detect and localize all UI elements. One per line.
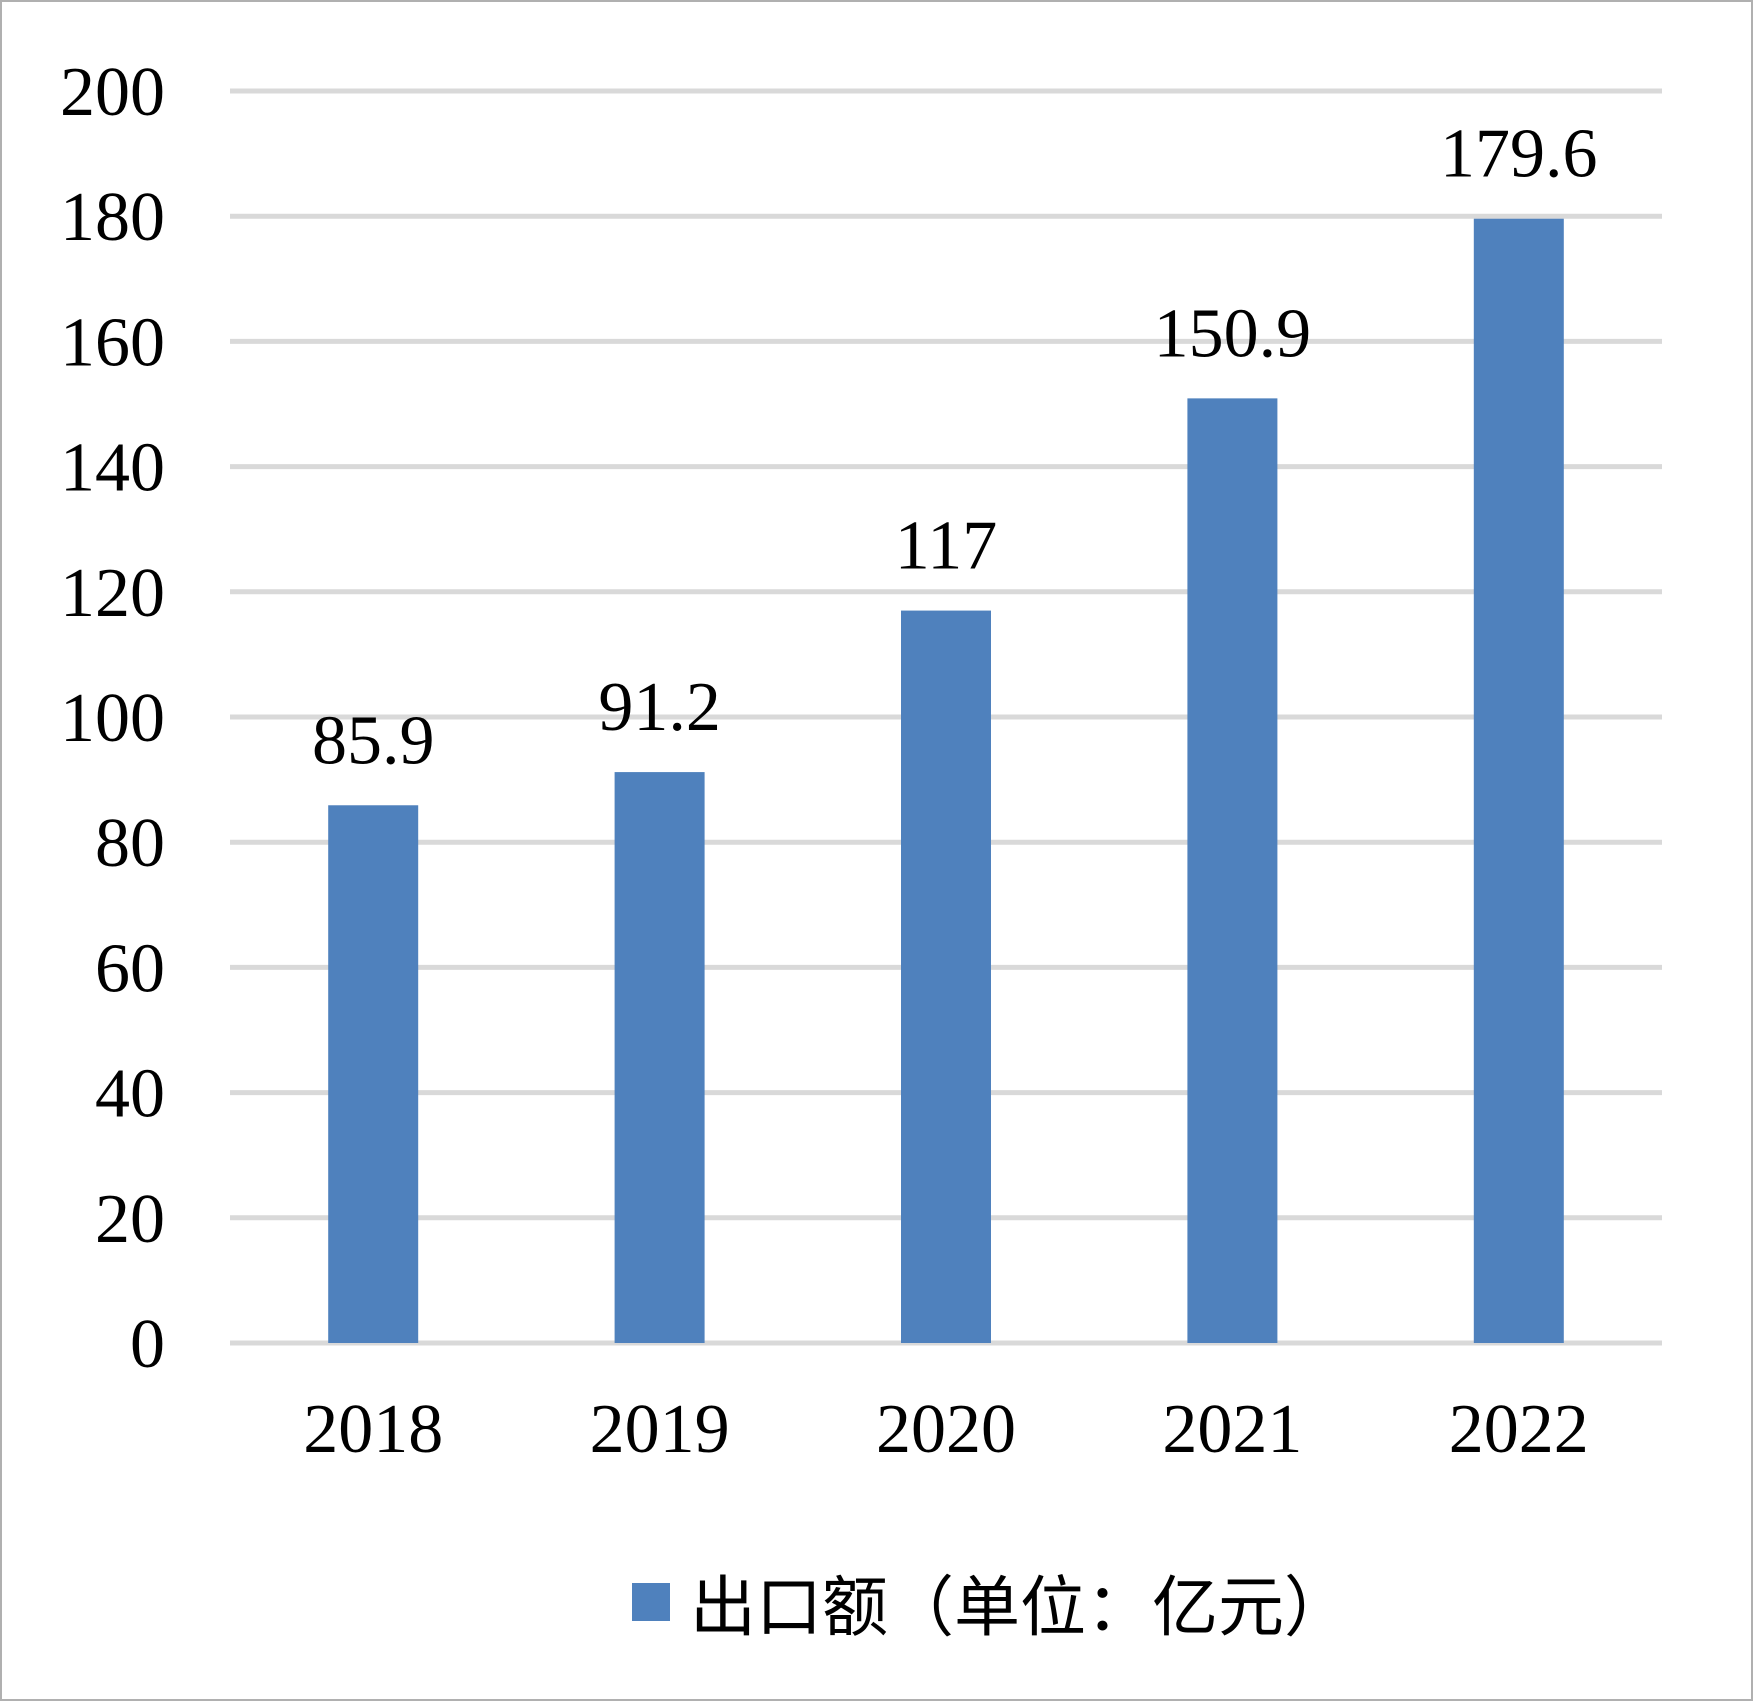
data-label-2021: 150.9 <box>1154 295 1312 372</box>
x-tick-label-2020: 2020 <box>876 1391 1016 1468</box>
y-tick-label: 20 <box>95 1181 165 1258</box>
y-tick-label: 120 <box>60 555 165 632</box>
y-tick-label: 160 <box>60 304 165 381</box>
x-tick-label-2021: 2021 <box>1162 1391 1302 1468</box>
legend: 出口额（单位：亿元） <box>632 1554 1350 1650</box>
legend-label: 出口额（单位：亿元） <box>690 1569 1350 1646</box>
bar-2022 <box>1473 218 1564 1344</box>
y-tick-label: 60 <box>95 930 165 1007</box>
bar-2019 <box>614 772 705 1343</box>
data-label-2020: 117 <box>895 508 997 585</box>
y-tick-label: 40 <box>95 1056 165 1133</box>
y-tick-label: 180 <box>60 179 165 256</box>
y-tick-label: 200 <box>60 54 165 131</box>
x-tick-label-2019: 2019 <box>590 1391 730 1468</box>
y-tick-label: 140 <box>60 430 165 507</box>
y-tick-label: 80 <box>95 805 165 882</box>
y-tick-label: 100 <box>60 680 165 757</box>
data-label-2022: 179.6 <box>1440 116 1598 193</box>
legend-swatch <box>632 1583 670 1621</box>
bar-2020 <box>901 610 991 1343</box>
bar-2021 <box>1187 398 1278 1344</box>
x-tick-label-2018: 2018 <box>303 1391 443 1468</box>
bar-2018 <box>328 805 419 1343</box>
x-tick-label-2022: 2022 <box>1449 1391 1589 1468</box>
data-label-2018: 85.9 <box>312 702 435 779</box>
y-tick-label: 0 <box>130 1306 165 1383</box>
data-label-2019: 91.2 <box>598 669 721 746</box>
